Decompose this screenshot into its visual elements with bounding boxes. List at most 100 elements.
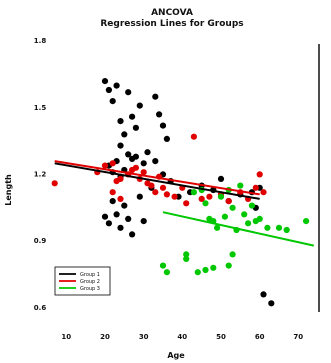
data-point-group-2	[117, 195, 124, 202]
data-point-group-1	[117, 142, 124, 149]
data-point-group-1	[101, 213, 109, 220]
data-point-group-2	[148, 182, 155, 189]
legend: Group 1 Group 2 Group 3	[54, 266, 111, 296]
legend-label-group-3: Group 3	[80, 286, 100, 292]
data-point-group-3	[264, 224, 271, 231]
y-tick-label: 0.9	[34, 237, 47, 245]
data-point-group-2	[260, 189, 267, 196]
data-point-group-1	[125, 151, 132, 158]
data-point-group-3	[229, 251, 236, 258]
data-point-group-1	[129, 231, 136, 238]
data-point-group-1	[140, 218, 147, 225]
data-point-group-1	[129, 113, 136, 120]
y-tick-label: 1.5	[34, 104, 47, 112]
data-point-group-2	[117, 175, 124, 182]
data-point-group-2	[152, 189, 159, 196]
data-point-group-2	[51, 180, 58, 187]
data-point-group-1	[217, 175, 225, 182]
y-tick-label: 1.2	[34, 170, 47, 178]
data-point-group-1	[159, 122, 167, 129]
x-axis-label: Age	[167, 351, 185, 360]
data-point-group-3	[190, 189, 197, 196]
data-point-group-1	[125, 89, 132, 96]
data-point-group-3	[221, 213, 228, 220]
data-point-group-1	[144, 149, 151, 156]
regression-line-group-3	[162, 211, 315, 247]
data-point-group-2	[183, 200, 190, 207]
chart-title: ANCOVA	[151, 8, 193, 18]
data-point-group-1	[101, 78, 109, 85]
data-point-group-1	[268, 300, 275, 307]
data-point-group-3	[217, 193, 225, 200]
data-point-group-1	[105, 220, 112, 227]
data-point-group-1	[121, 131, 128, 138]
data-point-group-1	[117, 224, 124, 231]
data-point-group-3	[202, 266, 209, 274]
data-point-group-3	[283, 226, 290, 234]
data-point-group-1	[136, 193, 143, 200]
data-point-group-3	[159, 262, 167, 269]
data-point-group-1	[156, 111, 163, 118]
regression-line-group-1	[54, 162, 260, 200]
data-point-group-2	[132, 164, 139, 171]
data-point-group-1	[140, 160, 147, 167]
data-point-group-1	[163, 135, 170, 142]
data-point-group-1	[121, 202, 128, 209]
data-point-group-3	[163, 269, 170, 276]
data-point-group-3	[214, 224, 221, 231]
data-point-group-3	[275, 224, 283, 231]
data-point-group-3	[237, 182, 244, 189]
data-point-group-1	[109, 198, 116, 205]
data-point-group-2	[206, 193, 213, 200]
data-point-group-2	[190, 133, 197, 140]
x-tick-label: 50	[216, 333, 226, 341]
data-point-group-2	[109, 189, 116, 196]
legend-label-group-1: Group 1	[80, 272, 100, 278]
data-point-group-3	[245, 220, 252, 227]
data-point-group-3	[210, 264, 217, 271]
data-point-group-3	[202, 200, 209, 207]
data-point-group-2	[109, 160, 116, 167]
data-point-group-1	[125, 215, 132, 222]
regression-line-group-2	[54, 160, 260, 196]
data-point-group-1	[260, 291, 267, 298]
data-point-group-2	[171, 193, 178, 200]
y-axis-label: Length	[4, 174, 13, 206]
data-point-group-2	[101, 162, 109, 169]
data-point-group-3	[248, 202, 255, 209]
data-point-group-2	[198, 195, 205, 202]
y-tick-label: 0.6	[34, 304, 47, 312]
x-tick-label: 20	[100, 333, 110, 341]
x-tick-label: 60	[255, 333, 265, 341]
data-point-group-3	[183, 255, 190, 262]
chart-subtitle: Regression Lines for Groups	[100, 19, 243, 29]
axis-ticks: 10203040506070800.60.91.21.51.8	[34, 37, 303, 341]
x-tick-label: 40	[177, 333, 187, 341]
data-point-group-1	[113, 82, 120, 89]
data-point-group-1	[132, 124, 139, 131]
data-points	[51, 78, 310, 307]
data-point-group-1	[152, 158, 159, 165]
data-point-group-3	[303, 218, 310, 225]
data-point-group-1	[117, 118, 124, 125]
data-point-group-2	[159, 184, 167, 191]
data-point-group-1	[105, 86, 112, 94]
data-point-group-1	[136, 102, 143, 109]
data-point-group-3	[225, 262, 232, 269]
regression-lines	[54, 160, 315, 247]
data-point-group-3	[252, 218, 259, 225]
x-tick-label: 10	[61, 333, 71, 341]
data-point-group-3	[229, 204, 236, 211]
data-point-group-1	[109, 98, 116, 105]
data-point-group-1	[152, 93, 159, 100]
data-point-group-2	[252, 184, 259, 191]
legend-label-group-2: Group 2	[80, 279, 100, 285]
x-tick-label: 30	[139, 333, 149, 341]
data-point-group-3	[241, 211, 248, 218]
data-point-group-1	[113, 211, 120, 218]
data-point-group-3	[194, 269, 201, 276]
data-point-group-1	[132, 153, 139, 160]
data-point-group-2	[256, 171, 263, 178]
data-point-group-2	[225, 198, 232, 205]
